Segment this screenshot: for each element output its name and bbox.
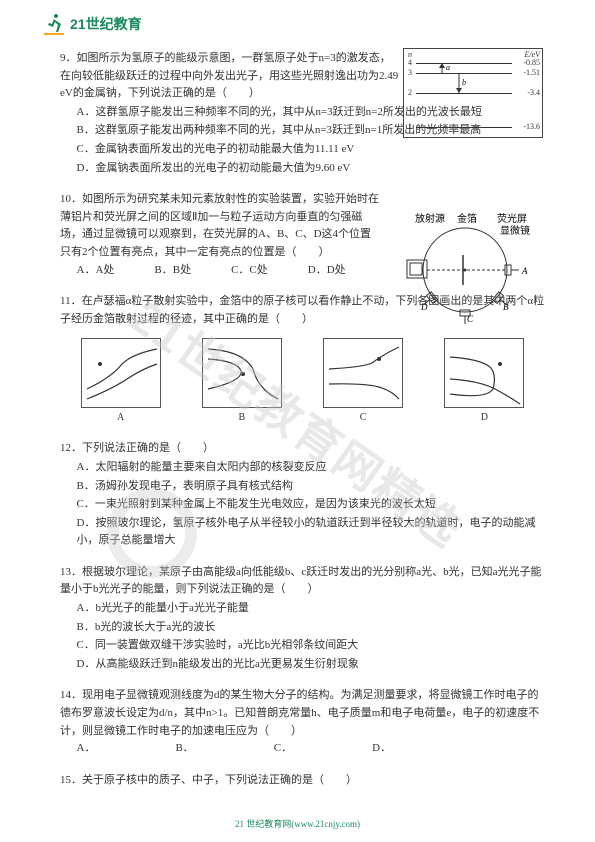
q11-fig-d: D	[444, 338, 524, 426]
q12-opt-a: A．太阳辐射的能量主要来自太阳内部的核裂变反应	[77, 459, 546, 477]
q13-opt-b: B．b光的波长大于a光的波长	[77, 619, 546, 637]
q10-opt-c: C．C处	[231, 262, 268, 280]
q13-stem: 13．根据玻尔理论，某原子由高能级a向低能级b、c跃迁时发出的光分别称a光、b光…	[60, 564, 545, 599]
q13-opt-d: D．从高能级跃迁到n能级发出的光比a光更易发生衍射现象	[77, 656, 546, 674]
q10-opt-a: A．A处	[77, 262, 115, 280]
q10-opt-d: D．D处	[308, 262, 346, 280]
q11-fig-b: B	[202, 338, 282, 426]
logo-runner-icon	[42, 12, 66, 36]
page-footer: 21 世纪教育网(www.21cnjy.com)	[0, 817, 595, 830]
q12-opt-c: C．一束光照射到某种金属上不能发生光电效应，是因为该束光的波长太短	[77, 496, 546, 514]
q14-opt-d: D．	[372, 740, 391, 758]
q9-opt-b: B．这群氢原子能发出两种频率不同的光，其中从n=3跃迁到n=1所发出的光频率最高	[77, 122, 546, 140]
logo-text: 21世纪教育	[70, 14, 142, 34]
question-9: 9．如图所示为氢原子的能级示意图，一群氢原子处于n=3的激发态，在向较低能级跃迁…	[60, 50, 545, 177]
question-11: 11．在卢瑟福α粒子散射实验中，金箔中的原子核可以看作静止不动，下列各图画出的是…	[60, 293, 545, 426]
q9-opt-d: D．金属钠表面所发出的光电子的初动能最大值为9.60 eV	[77, 160, 546, 178]
q10-opt-b: B．B处	[154, 262, 191, 280]
question-12: 12．下列说法正确的是（ ） A．太阳辐射的能量主要来自太阳内部的核裂变反应 B…	[60, 440, 545, 550]
q11-fig-c: C	[323, 338, 403, 426]
question-13: 13．根据玻尔理论，某原子由高能级a向低能级b、c跃迁时发出的光分别称a光、b光…	[60, 564, 545, 674]
q14-opt-c: C．	[274, 740, 292, 758]
q13-opt-c: C．同一装置做双缝干涉实验时，a光比b光相邻条纹间距大	[77, 637, 546, 655]
question-15: 15．关于原子核中的质子、中子，下列说法正确的是（ ）	[60, 772, 545, 790]
site-logo: 21世纪教育	[42, 12, 142, 36]
q10-stem: 10．如图所示为研究某未知元素放射性的实验装置，实验开始时在薄铝片和荧光屏之间的…	[60, 191, 545, 261]
q14-opt-b: B．	[175, 740, 193, 758]
q9-stem: 9．如图所示为氢原子的能级示意图，一群氢原子处于n=3的激发态，在向较低能级跃迁…	[60, 50, 545, 103]
question-content: 9．如图所示为氢原子的能级示意图，一群氢原子处于n=3的激发态，在向较低能级跃迁…	[60, 50, 545, 803]
q9-opt-c: C．金属钠表面所发出的光电子的初动能最大值为11.11 eV	[77, 141, 546, 159]
q13-opt-a: A．b光光子的能量小于a光光子能量	[77, 600, 546, 618]
q14-opt-a: A．	[77, 740, 96, 758]
q14-stem: 14．现用电子显微镜观测线度为d的某生物大分子的结构。为满足测量要求，将显微镜工…	[60, 687, 545, 740]
question-10: 10．如图所示为研究某未知元素放射性的实验装置，实验开始时在薄铝片和荧光屏之间的…	[60, 191, 545, 279]
q12-opt-d: D．按照玻尔理论，氢原子核外电子从半径较小的轨道跃迁到半径较大的轨道时，电子的动…	[77, 515, 546, 550]
q12-opt-b: B．汤姆孙发现电子，表明原子具有核式结构	[77, 478, 546, 496]
question-14: 14．现用电子显微镜观测线度为d的某生物大分子的结构。为满足测量要求，将显微镜工…	[60, 687, 545, 757]
q11-stem: 11．在卢瑟福α粒子散射实验中，金箔中的原子核可以看作静止不动，下列各图画出的是…	[60, 293, 545, 328]
q11-fig-a: A	[81, 338, 161, 426]
q15-stem: 15．关于原子核中的质子、中子，下列说法正确的是（ ）	[60, 772, 545, 790]
q9-opt-a: A．这群氢原子能发出三种频率不同的光，其中从n=3跃迁到n=2所发出的光波长最短	[77, 104, 546, 122]
q12-stem: 12．下列说法正确的是（ ）	[60, 440, 545, 458]
